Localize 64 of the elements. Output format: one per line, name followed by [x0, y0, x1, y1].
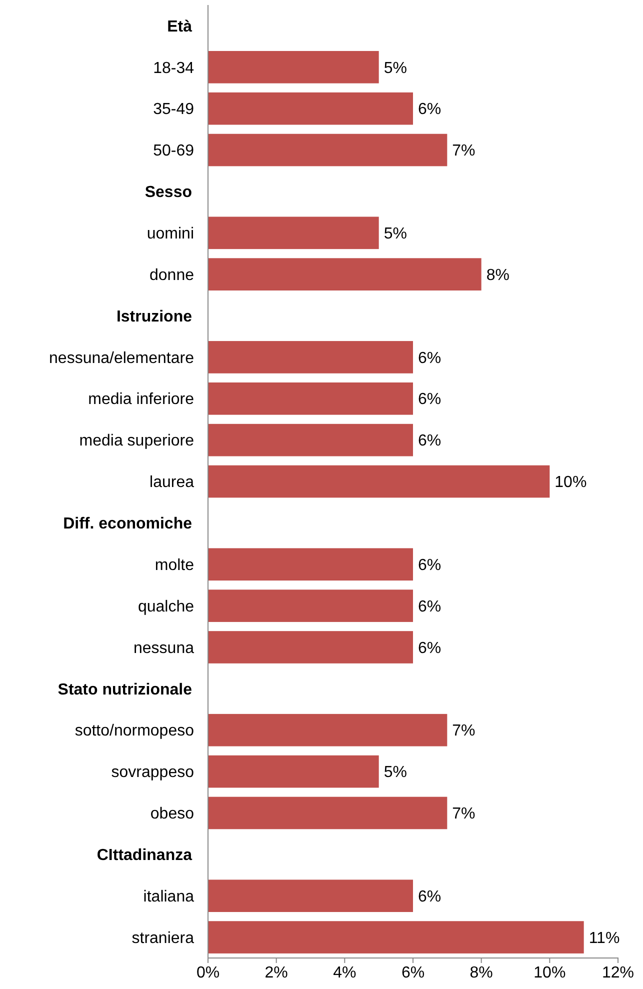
data-label: 6% [418, 432, 442, 450]
data-label: 6% [418, 391, 442, 408]
bar [208, 134, 448, 166]
data-label: 6% [418, 598, 442, 616]
y-tick-label: sotto/normopeso [74, 722, 194, 740]
y-tick-label: straniera [132, 930, 194, 947]
data-label: 6% [418, 640, 442, 657]
y-tick-label: Stato nutrizionale [58, 681, 192, 698]
y-tick-label: molte [154, 556, 194, 574]
y-tick-label: Sesso [144, 184, 192, 202]
y-tick-label: media superiore [79, 432, 194, 450]
y-tick-label: laurea [150, 474, 194, 492]
data-label: 5% [384, 764, 407, 782]
y-tick-label: qualche [138, 598, 194, 616]
x-tick-label: 6% [401, 964, 425, 982]
y-tick-label: 50-69 [153, 142, 194, 160]
bar [208, 258, 482, 290]
y-tick-label: nessuna [134, 640, 194, 657]
x-tick-label: 0% [196, 964, 220, 982]
bar [208, 382, 413, 415]
x-tick-label: 2% [264, 964, 288, 982]
bar [208, 631, 413, 664]
x-tick-label: 8% [470, 964, 493, 982]
y-tick-label: Istruzione [116, 308, 192, 326]
y-tick-label: nessuna/elementare [49, 350, 194, 367]
y-tick-label: 35-49 [153, 101, 194, 118]
bar [208, 50, 379, 84]
bar [208, 548, 413, 581]
data-label: 10% [554, 474, 587, 492]
data-label: 7% [452, 806, 476, 823]
x-tick-label: 4% [333, 964, 356, 982]
bar [208, 216, 379, 250]
data-label: 5% [384, 60, 407, 77]
x-tick-label: 10% [534, 964, 566, 982]
data-label: 6% [418, 101, 442, 118]
bar [208, 921, 584, 954]
data-label: 5% [384, 225, 407, 242]
y-tick-label: uomini [146, 225, 194, 242]
y-tick-label: Età [167, 18, 192, 36]
bar [208, 92, 413, 125]
bar [208, 796, 448, 830]
y-tick-label: donne [150, 266, 194, 284]
bar [208, 714, 448, 746]
bar [208, 341, 413, 374]
bar [208, 880, 413, 912]
bar [208, 424, 413, 456]
data-label: 7% [452, 722, 476, 740]
y-tick-label: CIttadinanza [96, 847, 192, 864]
bar [208, 465, 550, 498]
data-label: 8% [486, 266, 510, 284]
y-tick-label: sovrappeso [111, 764, 194, 782]
y-tick-label: obeso [150, 806, 194, 823]
data-label: 6% [418, 350, 442, 367]
data-label: 6% [418, 556, 442, 574]
y-tick-label: Diff. economiche [63, 516, 192, 533]
bar [208, 755, 379, 788]
y-tick-label: italiana [143, 888, 194, 906]
bar [208, 590, 413, 622]
x-tick-label: 12% [602, 964, 634, 982]
y-tick-label: media inferiore [88, 391, 194, 408]
data-label: 6% [418, 888, 442, 906]
data-label: 11% [588, 930, 620, 947]
y-tick-label: 18-34 [153, 60, 194, 77]
data-label: 7% [452, 142, 476, 160]
